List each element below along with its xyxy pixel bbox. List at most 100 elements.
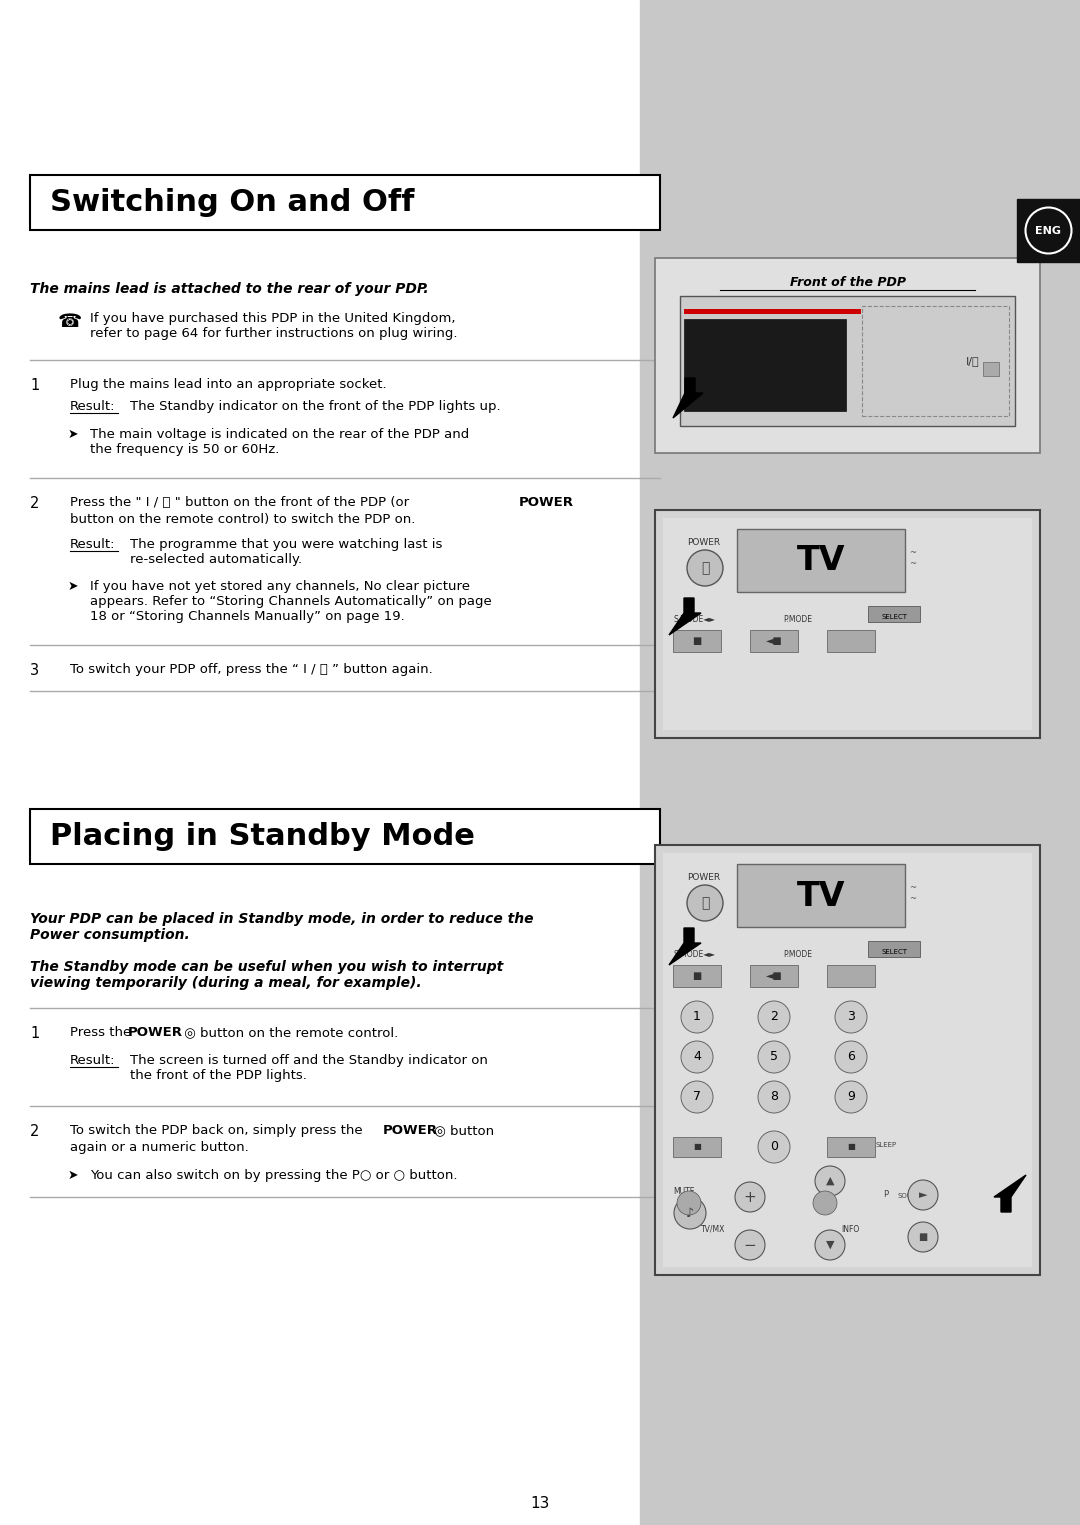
Text: The Standby mode can be useful when you wish to interrupt
viewing temporarily (d: The Standby mode can be useful when you … bbox=[30, 961, 503, 990]
Text: SOURCE: SOURCE bbox=[897, 1193, 927, 1199]
Text: 6: 6 bbox=[847, 1051, 855, 1063]
Text: Your PDP can be placed in Standby mode, in order to reduce the
Power consumption: Your PDP can be placed in Standby mode, … bbox=[30, 912, 534, 942]
Bar bbox=[868, 941, 920, 958]
Text: If you have not yet stored any channels, No clear picture
appears. Refer to “Sto: If you have not yet stored any channels,… bbox=[90, 580, 491, 624]
Text: I/⏻: I/⏻ bbox=[967, 355, 980, 366]
Text: 1: 1 bbox=[30, 378, 39, 393]
Text: Press the " I / ⏻ " button on the front of the PDP (or: Press the " I / ⏻ " button on the front … bbox=[70, 496, 414, 509]
Polygon shape bbox=[669, 598, 701, 634]
Text: ■: ■ bbox=[693, 1142, 701, 1151]
Text: 7: 7 bbox=[693, 1090, 701, 1104]
Text: P: P bbox=[883, 1190, 888, 1199]
Bar bbox=[640, 0, 1080, 1525]
Text: ▲: ▲ bbox=[826, 1176, 834, 1186]
Text: ▼: ▼ bbox=[826, 1240, 834, 1250]
Circle shape bbox=[758, 1132, 789, 1164]
Text: 13: 13 bbox=[530, 1496, 550, 1510]
Text: To switch the PDP back on, simply press the: To switch the PDP back on, simply press … bbox=[70, 1124, 367, 1138]
Text: ■: ■ bbox=[692, 971, 702, 981]
Text: SLEEP: SLEEP bbox=[875, 1142, 896, 1148]
Text: 2: 2 bbox=[30, 1124, 39, 1139]
Circle shape bbox=[687, 884, 723, 921]
Text: 4: 4 bbox=[693, 1051, 701, 1063]
Text: ⏻: ⏻ bbox=[701, 561, 710, 575]
Text: ENG: ENG bbox=[1036, 226, 1062, 235]
Bar bbox=[30, 808, 660, 865]
Text: POWER: POWER bbox=[687, 538, 720, 547]
Bar bbox=[750, 965, 798, 987]
Bar bbox=[1017, 198, 1080, 262]
Text: SELECT: SELECT bbox=[881, 949, 907, 955]
Bar bbox=[827, 965, 875, 987]
Text: P.SIZE: P.SIZE bbox=[673, 1142, 693, 1148]
Text: P.MODE: P.MODE bbox=[783, 950, 812, 959]
Text: The screen is turned off and the Standby indicator on
the front of the PDP light: The screen is turned off and the Standby… bbox=[130, 1054, 488, 1083]
Text: ⏻: ⏻ bbox=[701, 897, 710, 910]
Text: button on the remote control) to switch the PDP on.: button on the remote control) to switch … bbox=[70, 512, 416, 526]
Text: ■: ■ bbox=[847, 1142, 855, 1151]
Text: 1: 1 bbox=[693, 1011, 701, 1023]
Circle shape bbox=[815, 1231, 845, 1260]
Bar bbox=[983, 361, 999, 377]
Text: ◄■: ◄■ bbox=[766, 636, 782, 647]
Text: +: + bbox=[744, 1190, 756, 1205]
Bar bbox=[737, 529, 905, 592]
Bar bbox=[663, 852, 1032, 1267]
Bar bbox=[654, 845, 1040, 1275]
Circle shape bbox=[674, 1197, 706, 1229]
Text: ~
~: ~ ~ bbox=[909, 883, 916, 903]
Text: 8: 8 bbox=[770, 1090, 778, 1104]
Polygon shape bbox=[673, 378, 703, 418]
Text: 9: 9 bbox=[847, 1090, 855, 1104]
Text: S.MODE◄►: S.MODE◄► bbox=[673, 950, 715, 959]
Text: 1: 1 bbox=[30, 1026, 39, 1042]
Circle shape bbox=[908, 1222, 939, 1252]
Bar bbox=[862, 307, 1009, 416]
Bar bbox=[827, 1138, 875, 1157]
Circle shape bbox=[681, 1042, 713, 1074]
Bar bbox=[30, 175, 660, 230]
Text: again or a numeric button.: again or a numeric button. bbox=[70, 1141, 248, 1154]
Text: ➤: ➤ bbox=[68, 580, 79, 593]
Text: ➤: ➤ bbox=[68, 429, 79, 441]
Bar bbox=[684, 319, 846, 412]
Text: INFO: INFO bbox=[841, 1225, 859, 1234]
Bar bbox=[673, 630, 721, 653]
Text: ~
~: ~ ~ bbox=[909, 549, 916, 567]
Bar bbox=[868, 605, 920, 622]
Text: S.MODE◄►: S.MODE◄► bbox=[673, 615, 715, 624]
Text: SELECT: SELECT bbox=[881, 615, 907, 621]
Circle shape bbox=[908, 1180, 939, 1209]
Text: 2: 2 bbox=[770, 1011, 778, 1023]
Text: ■: ■ bbox=[692, 636, 702, 647]
Bar bbox=[684, 310, 861, 314]
Text: Front of the PDP: Front of the PDP bbox=[789, 276, 905, 290]
Text: The mains lead is attached to the rear of your PDP.: The mains lead is attached to the rear o… bbox=[30, 282, 429, 296]
Text: To switch your PDP off, press the “ I / ⏻ ” button again.: To switch your PDP off, press the “ I / … bbox=[70, 663, 433, 676]
Bar bbox=[737, 865, 905, 927]
Bar bbox=[750, 630, 798, 653]
Text: POWER: POWER bbox=[519, 496, 573, 509]
Circle shape bbox=[835, 1000, 867, 1032]
Bar bbox=[673, 1138, 721, 1157]
Circle shape bbox=[677, 1191, 701, 1215]
Circle shape bbox=[835, 1042, 867, 1074]
Text: Plug the mains lead into an appropriate socket.: Plug the mains lead into an appropriate … bbox=[70, 378, 387, 390]
Text: ◎ button on the remote control.: ◎ button on the remote control. bbox=[180, 1026, 399, 1039]
Text: If you have purchased this PDP in the United Kingdom,
refer to page 64 for furth: If you have purchased this PDP in the Un… bbox=[90, 313, 458, 340]
Text: POWER: POWER bbox=[687, 872, 720, 881]
Text: TV: TV bbox=[797, 880, 846, 912]
Bar bbox=[663, 518, 1032, 730]
Polygon shape bbox=[669, 929, 701, 965]
Text: ◎ button: ◎ button bbox=[430, 1124, 495, 1138]
Bar bbox=[680, 296, 1015, 425]
Text: Result:: Result: bbox=[70, 1054, 116, 1067]
Text: TV/MX: TV/MX bbox=[701, 1225, 725, 1234]
Text: ◄■: ◄■ bbox=[766, 971, 782, 981]
Bar bbox=[654, 258, 1040, 453]
Circle shape bbox=[687, 551, 723, 586]
Circle shape bbox=[758, 1042, 789, 1074]
Text: POWER: POWER bbox=[129, 1026, 183, 1039]
Text: TV: TV bbox=[797, 544, 846, 578]
Text: 3: 3 bbox=[30, 663, 39, 679]
